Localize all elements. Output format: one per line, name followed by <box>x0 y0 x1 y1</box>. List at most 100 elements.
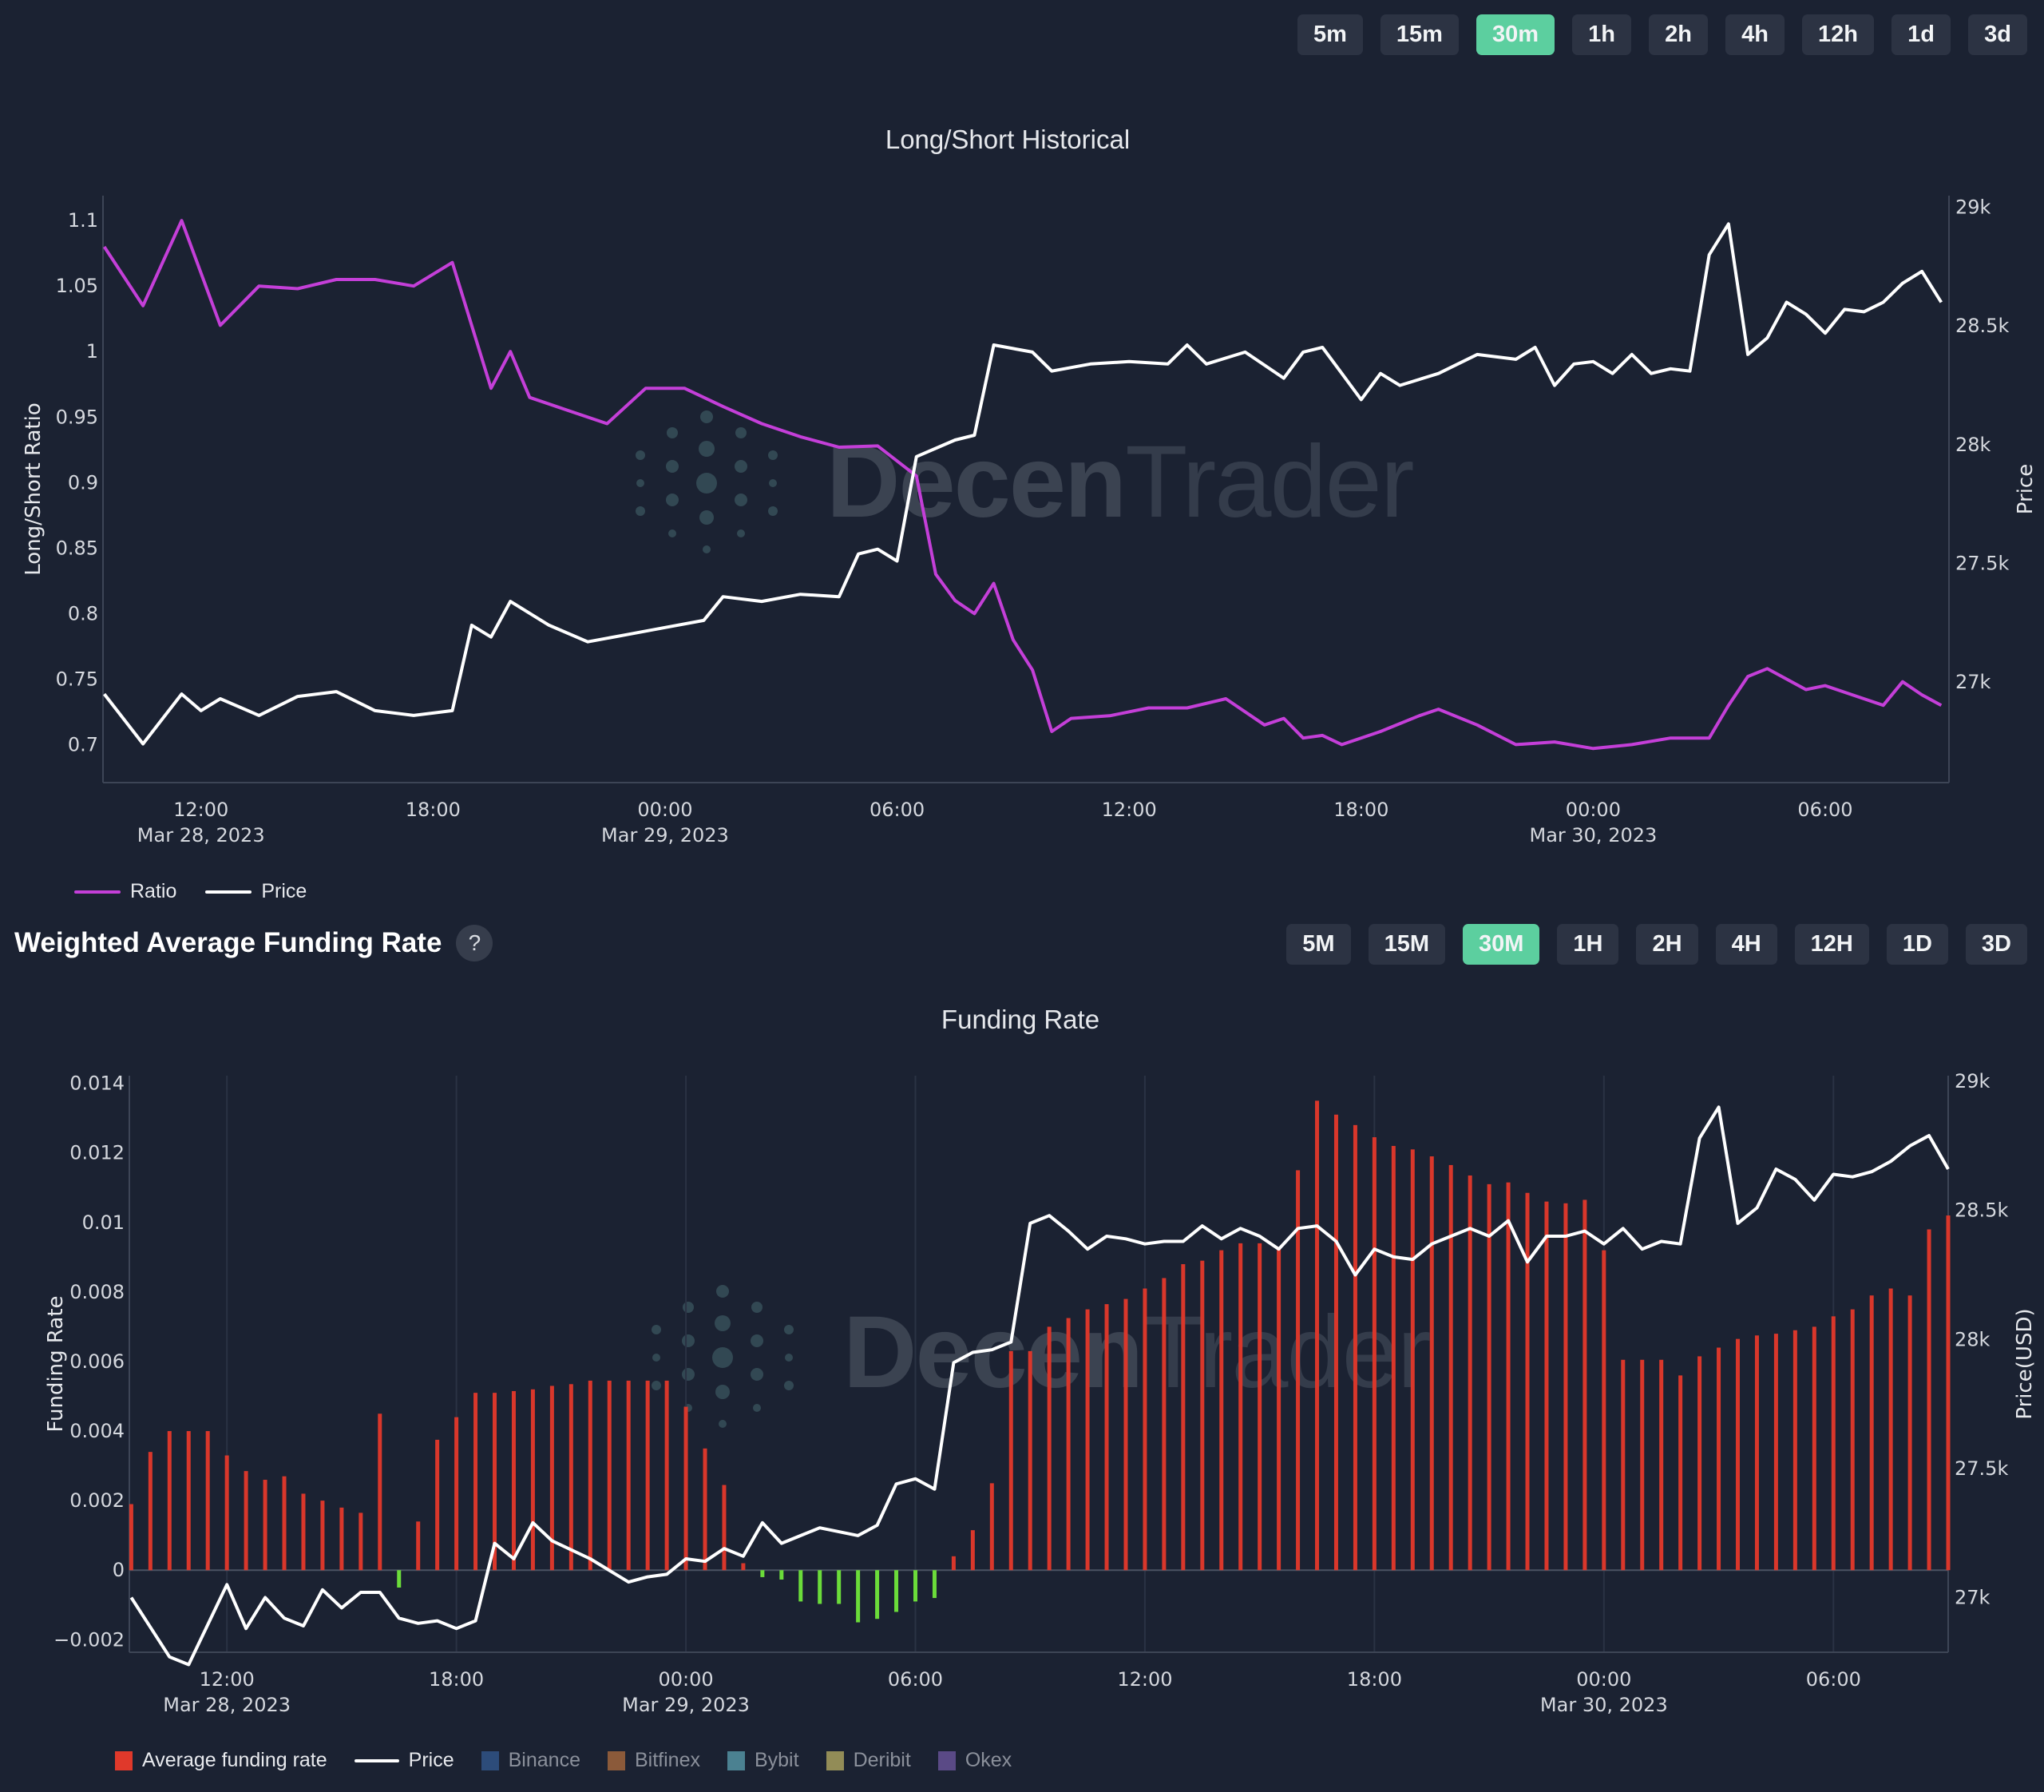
funding-bar <box>951 1556 956 1571</box>
logo-dot <box>699 441 715 457</box>
funding-bar <box>722 1485 727 1571</box>
y-tick-label: 0.85 <box>56 537 98 559</box>
timeframe-button-5m[interactable]: 5M <box>1286 924 1351 965</box>
funding-bar <box>683 1406 688 1571</box>
timeframe-button-1d[interactable]: 1d <box>1891 14 1951 55</box>
funding-bar <box>1659 1359 1664 1571</box>
x-tick-label: 00:00 <box>1576 1668 1631 1691</box>
x-tick-label: 18:00 <box>429 1668 484 1691</box>
timeframe-button-30m[interactable]: 30m <box>1476 14 1555 55</box>
logo-dot <box>696 473 717 494</box>
funding-bar <box>970 1530 975 1571</box>
funding-bar <box>549 1386 554 1571</box>
x-tick-label: 18:00 <box>1347 1668 1402 1691</box>
logo-dot <box>784 1325 794 1334</box>
timeframe-button-3d[interactable]: 3D <box>1965 924 2027 965</box>
top-timeframe-selector: 5m 15m 30m 1h 2h 4h 12h 1d 3d <box>1297 14 2027 55</box>
logo-dot <box>636 506 645 516</box>
x-tick-label: 06:00 <box>869 799 925 821</box>
logo-dot <box>735 460 747 473</box>
logo-dot <box>735 427 747 438</box>
y2-tick-label: 28k <box>1955 434 1991 456</box>
legend-item-ratio[interactable]: Ratio <box>74 880 176 903</box>
legend-swatch <box>826 1750 844 1770</box>
legend-item-bitfinex[interactable]: Bitfinex <box>607 1749 700 1772</box>
x-tick-date-label: Mar 30, 2023 <box>1529 824 1657 846</box>
funding-bar <box>1391 1145 1396 1571</box>
chart-title-funding-rate: Funding Rate <box>941 1005 1100 1034</box>
funding-bar <box>1410 1149 1415 1571</box>
logo-dot <box>768 450 778 460</box>
timeframe-button-2h[interactable]: 2h <box>1649 14 1709 55</box>
logo-dot <box>769 479 777 487</box>
funding-bar <box>435 1439 440 1571</box>
legend-item-deribit[interactable]: Deribit <box>826 1749 911 1772</box>
logo-dot <box>666 460 679 473</box>
funding-bar <box>932 1570 937 1599</box>
funding-bar <box>588 1380 592 1571</box>
y-tick-label: 0.006 <box>69 1350 125 1373</box>
timeframe-button-12h[interactable]: 12h <box>1802 14 1874 55</box>
logo-dot <box>735 494 747 506</box>
legend-item-bybit[interactable]: Bybit <box>727 1749 799 1772</box>
funding-bar <box>473 1393 478 1571</box>
funding-bar <box>703 1448 707 1571</box>
y2-axis-title: Price <box>2014 464 2038 514</box>
logo-dot <box>668 529 676 537</box>
y-tick-label: 0.8 <box>68 602 98 624</box>
logo-dot <box>785 1354 793 1362</box>
logo-dot <box>700 410 713 423</box>
timeframe-button-5m[interactable]: 5m <box>1297 14 1363 55</box>
timeframe-button-1h[interactable]: 1H <box>1557 924 1619 965</box>
logo-dot <box>667 427 678 438</box>
x-tick-label: 06:00 <box>1806 1668 1861 1691</box>
legend-item-okex[interactable]: Okex <box>937 1749 1012 1772</box>
y-tick-label: 0.004 <box>69 1420 125 1442</box>
legend-item-binance[interactable]: Binance <box>481 1749 580 1772</box>
legend-item-price[interactable]: Price <box>205 880 307 903</box>
funding-bar <box>1123 1298 1128 1571</box>
y2-tick-label: 29k <box>1955 196 1991 219</box>
funding-bar <box>1372 1137 1377 1571</box>
funding-bar <box>1812 1326 1816 1571</box>
legend-item-price[interactable]: Price <box>354 1749 454 1772</box>
help-icon[interactable]: ? <box>456 925 493 961</box>
funding-bar <box>320 1501 325 1571</box>
funding-bar <box>1258 1243 1262 1571</box>
x-tick-label: 12:00 <box>1102 799 1157 821</box>
funding-bar <box>358 1512 363 1571</box>
funding-bar <box>1792 1330 1797 1571</box>
logo-dot <box>682 1334 695 1347</box>
timeframe-button-2h[interactable]: 2H <box>1636 924 1698 965</box>
timeframe-button-12h[interactable]: 12H <box>1794 924 1869 965</box>
legend-label: Binance <box>508 1749 580 1771</box>
y2-tick-label: 27k <box>1955 671 1991 693</box>
logo-dot <box>652 1354 660 1362</box>
funding-bar <box>148 1452 153 1571</box>
timeframe-button-3d[interactable]: 3d <box>1968 14 2027 55</box>
legend-swatch <box>607 1750 625 1770</box>
legend-swatch <box>354 1758 399 1762</box>
timeframe-button-1h[interactable]: 1h <box>1572 14 1632 55</box>
timeframe-button-1d[interactable]: 1D <box>1886 924 1948 965</box>
legend-swatch <box>727 1750 745 1770</box>
timeframe-button-15m[interactable]: 15M <box>1368 924 1445 965</box>
x-tick-label: 06:00 <box>1797 799 1852 821</box>
x-tick-label: 18:00 <box>1333 799 1388 821</box>
funding-bar <box>1602 1250 1606 1571</box>
y-tick-label: 0.9 <box>68 471 98 494</box>
funding-bar <box>1850 1309 1855 1571</box>
funding-bar <box>167 1431 172 1571</box>
funding-bar <box>607 1380 612 1571</box>
funding-bar <box>1583 1199 1587 1571</box>
timeframe-button-4h[interactable]: 4H <box>1715 924 1777 965</box>
timeframe-button-15m[interactable]: 15m <box>1380 14 1459 55</box>
timeframe-button-30m[interactable]: 30M <box>1462 924 1540 965</box>
timeframe-button-4h[interactable]: 4h <box>1725 14 1785 55</box>
y-tick-label: −0.002 <box>53 1628 125 1651</box>
legend-label: Price <box>261 880 307 902</box>
funding-bar <box>1277 1247 1281 1571</box>
legend-item-average-funding-rate[interactable]: Average funding rate <box>115 1749 327 1772</box>
